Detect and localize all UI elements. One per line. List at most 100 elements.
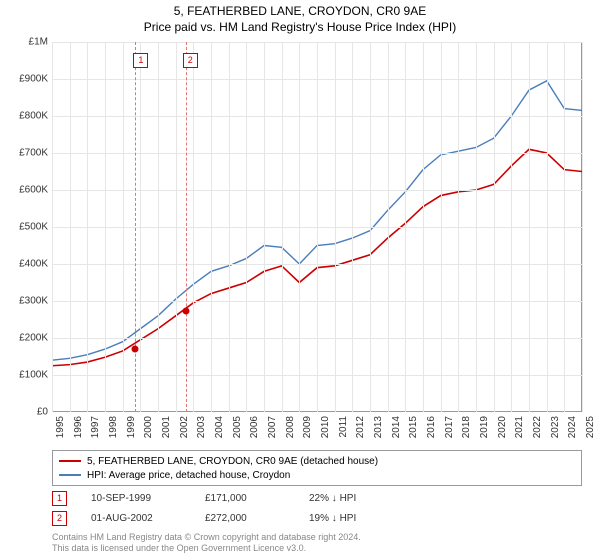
x-tick-label: 2001 (161, 416, 172, 438)
gridline-v (335, 42, 336, 412)
marker-vline (186, 42, 187, 412)
x-tick-label: 2024 (567, 416, 578, 438)
gridline-v (246, 42, 247, 412)
gridline-v (282, 42, 283, 412)
transaction-pct-1: 19% ↓ HPI (309, 513, 389, 524)
gridline-v (229, 42, 230, 412)
x-tick-label: 2017 (444, 416, 455, 438)
x-tick-label: 2020 (497, 416, 508, 438)
gridline-v (70, 42, 71, 412)
gridline-v (176, 42, 177, 412)
x-tick-label: 2018 (461, 416, 472, 438)
x-tick-label: 2011 (338, 416, 349, 438)
legend-box: 5, FEATHERBED LANE, CROYDON, CR0 9AE (de… (52, 450, 582, 486)
y-tick-label: £200K (0, 333, 48, 344)
legend-swatch-1 (59, 474, 81, 476)
title-subtitle: Price paid vs. HM Land Registry's House … (0, 20, 600, 34)
x-tick-label: 2013 (373, 416, 384, 438)
x-tick-label: 2015 (408, 416, 419, 438)
data-point-marker (183, 308, 190, 315)
gridline-v (140, 42, 141, 412)
gridline-v (193, 42, 194, 412)
transaction-price-0: £171,000 (205, 493, 285, 504)
annotation-marker: 1 (133, 53, 148, 68)
gridline-v (105, 42, 106, 412)
gridline-v (564, 42, 565, 412)
gridline-v (529, 42, 530, 412)
title-address: 5, FEATHERBED LANE, CROYDON, CR0 9AE (0, 4, 600, 18)
gridline-v (264, 42, 265, 412)
gridline-v (476, 42, 477, 412)
y-tick-label: £700K (0, 148, 48, 159)
transaction-row-0: 1 10-SEP-1999 £171,000 22% ↓ HPI (52, 488, 582, 508)
chart-title-block: 5, FEATHERBED LANE, CROYDON, CR0 9AE Pri… (0, 0, 600, 34)
transaction-date-0: 10-SEP-1999 (91, 493, 181, 504)
gridline-v (52, 42, 53, 412)
x-tick-label: 2007 (267, 416, 278, 438)
legend-label-1: HPI: Average price, detached house, Croy… (87, 470, 290, 481)
x-tick-label: 1996 (73, 416, 84, 438)
y-tick-label: £600K (0, 185, 48, 196)
gridline-v (494, 42, 495, 412)
y-tick-label: £100K (0, 370, 48, 381)
y-tick-label: £400K (0, 259, 48, 270)
legend-item-1: HPI: Average price, detached house, Croy… (59, 468, 575, 482)
transaction-marker-1: 2 (52, 511, 67, 526)
marker-vline (135, 42, 136, 412)
x-tick-label: 1999 (126, 416, 137, 438)
x-tick-label: 2019 (479, 416, 490, 438)
gridline-v (317, 42, 318, 412)
x-tick-label: 2008 (285, 416, 296, 438)
x-tick-label: 2010 (320, 416, 331, 438)
x-tick-label: 2023 (550, 416, 561, 438)
transaction-row-1: 2 01-AUG-2002 £272,000 19% ↓ HPI (52, 508, 582, 528)
y-tick-label: £500K (0, 222, 48, 233)
x-tick-label: 2016 (426, 416, 437, 438)
legend-swatch-0 (59, 460, 81, 462)
legend-item-0: 5, FEATHERBED LANE, CROYDON, CR0 9AE (de… (59, 454, 575, 468)
gridline-v (405, 42, 406, 412)
gridline-v (211, 42, 212, 412)
x-tick-label: 2025 (585, 416, 596, 438)
x-tick-label: 1998 (108, 416, 119, 438)
x-tick-label: 2004 (214, 416, 225, 438)
x-tick-label: 2022 (532, 416, 543, 438)
x-tick-label: 1995 (55, 416, 66, 438)
y-tick-label: £1M (0, 37, 48, 48)
gridline-v (299, 42, 300, 412)
x-tick-label: 2003 (196, 416, 207, 438)
transaction-pct-0: 22% ↓ HPI (309, 493, 389, 504)
x-tick-label: 2021 (514, 416, 525, 438)
gridline-v (370, 42, 371, 412)
gridline-v (352, 42, 353, 412)
x-tick-label: 2009 (302, 416, 313, 438)
gridline-v (423, 42, 424, 412)
gridline-v (458, 42, 459, 412)
x-tick-label: 2006 (249, 416, 260, 438)
annotation-marker: 2 (183, 53, 198, 68)
footer-line2: This data is licensed under the Open Gov… (52, 543, 306, 553)
transaction-rows: 1 10-SEP-1999 £171,000 22% ↓ HPI 2 01-AU… (52, 488, 582, 528)
footer-note: Contains HM Land Registry data © Crown c… (52, 532, 582, 554)
x-tick-label: 2012 (355, 416, 366, 438)
transaction-date-1: 01-AUG-2002 (91, 513, 181, 524)
gridline-v (388, 42, 389, 412)
x-tick-label: 2014 (391, 416, 402, 438)
footer-line1: Contains HM Land Registry data © Crown c… (52, 532, 361, 542)
x-tick-label: 2002 (179, 416, 190, 438)
transaction-marker-0: 1 (52, 491, 67, 506)
transaction-price-1: £272,000 (205, 513, 285, 524)
y-tick-label: £300K (0, 296, 48, 307)
x-tick-label: 2005 (232, 416, 243, 438)
gridline-v (158, 42, 159, 412)
x-tick-label: 1997 (90, 416, 101, 438)
gridline-v (511, 42, 512, 412)
y-tick-label: £800K (0, 111, 48, 122)
gridline-v (582, 42, 583, 412)
chart-area: £0£100K£200K£300K£400K£500K£600K£700K£80… (52, 42, 582, 412)
x-tick-label: 2000 (143, 416, 154, 438)
gridline-v (87, 42, 88, 412)
legend-label-0: 5, FEATHERBED LANE, CROYDON, CR0 9AE (de… (87, 456, 378, 467)
gridline-v (547, 42, 548, 412)
gridline-v (123, 42, 124, 412)
